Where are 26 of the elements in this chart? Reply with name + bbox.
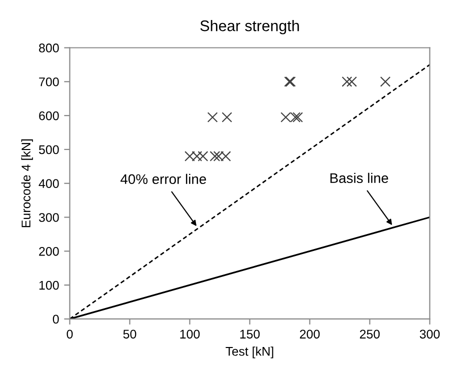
point xyxy=(346,76,357,87)
y-tick-label: 600 xyxy=(39,111,59,120)
y-axis-title: Eurocode 4 [kN] xyxy=(21,139,33,228)
y-tick-label: 700 xyxy=(39,77,59,86)
x-tick-label: 150 xyxy=(240,330,260,339)
y-tick-label: 400 xyxy=(38,179,59,188)
point xyxy=(342,76,352,87)
annotation: Basis line xyxy=(330,172,388,184)
x-tick-label: 200 xyxy=(300,330,320,339)
x-tick-label: 0 xyxy=(66,330,73,339)
y-tick-label: 100 xyxy=(39,280,59,290)
point xyxy=(207,112,218,122)
x-tick-label: 50 xyxy=(123,330,136,339)
x-tick-label: 100 xyxy=(180,330,200,339)
y-tick-label: 800 xyxy=(39,44,59,52)
y-tick-label: 500 xyxy=(38,145,59,154)
point xyxy=(380,76,391,87)
y-tick-label: 200 xyxy=(39,246,59,256)
x-tick-label: 250 xyxy=(360,330,380,339)
x-tick-label: 300 xyxy=(420,330,440,339)
point xyxy=(222,112,232,122)
chart-title: Shear strength xyxy=(200,20,299,34)
y-tick-label: 300 xyxy=(38,213,59,222)
x-axis-title: Test [kN] xyxy=(226,346,274,358)
annotation: 40% error line xyxy=(120,174,206,184)
y-tick-label: 0 xyxy=(52,314,59,324)
